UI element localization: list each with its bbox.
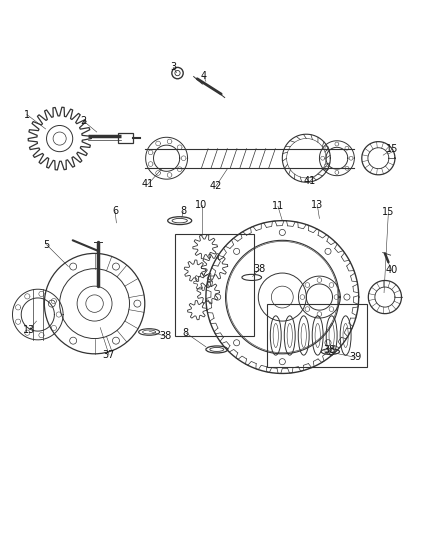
Text: 13: 13 — [23, 325, 35, 335]
Text: 15: 15 — [382, 207, 395, 217]
Text: 42: 42 — [210, 181, 222, 191]
Text: 15: 15 — [386, 144, 398, 155]
Text: 38: 38 — [323, 345, 335, 356]
Bar — [175, 234, 254, 336]
Text: 38: 38 — [159, 332, 172, 341]
Text: 13: 13 — [311, 199, 323, 209]
Text: 39: 39 — [349, 352, 361, 362]
Text: 1: 1 — [24, 110, 30, 119]
Text: 2: 2 — [81, 116, 87, 126]
Text: 4: 4 — [201, 71, 207, 81]
Text: 8: 8 — [183, 328, 189, 338]
Text: 41: 41 — [304, 176, 316, 187]
Text: 10: 10 — [195, 199, 208, 209]
Text: 3: 3 — [170, 62, 176, 72]
Text: 37: 37 — [103, 350, 115, 360]
Bar — [267, 304, 367, 367]
Text: 5: 5 — [43, 240, 49, 249]
Text: 38: 38 — [253, 264, 265, 274]
Bar — [118, 133, 133, 143]
Text: 8: 8 — [180, 206, 186, 216]
Text: 41: 41 — [142, 180, 154, 189]
Text: 40: 40 — [385, 264, 398, 274]
Text: 11: 11 — [272, 201, 284, 211]
Text: 6: 6 — [112, 206, 118, 216]
